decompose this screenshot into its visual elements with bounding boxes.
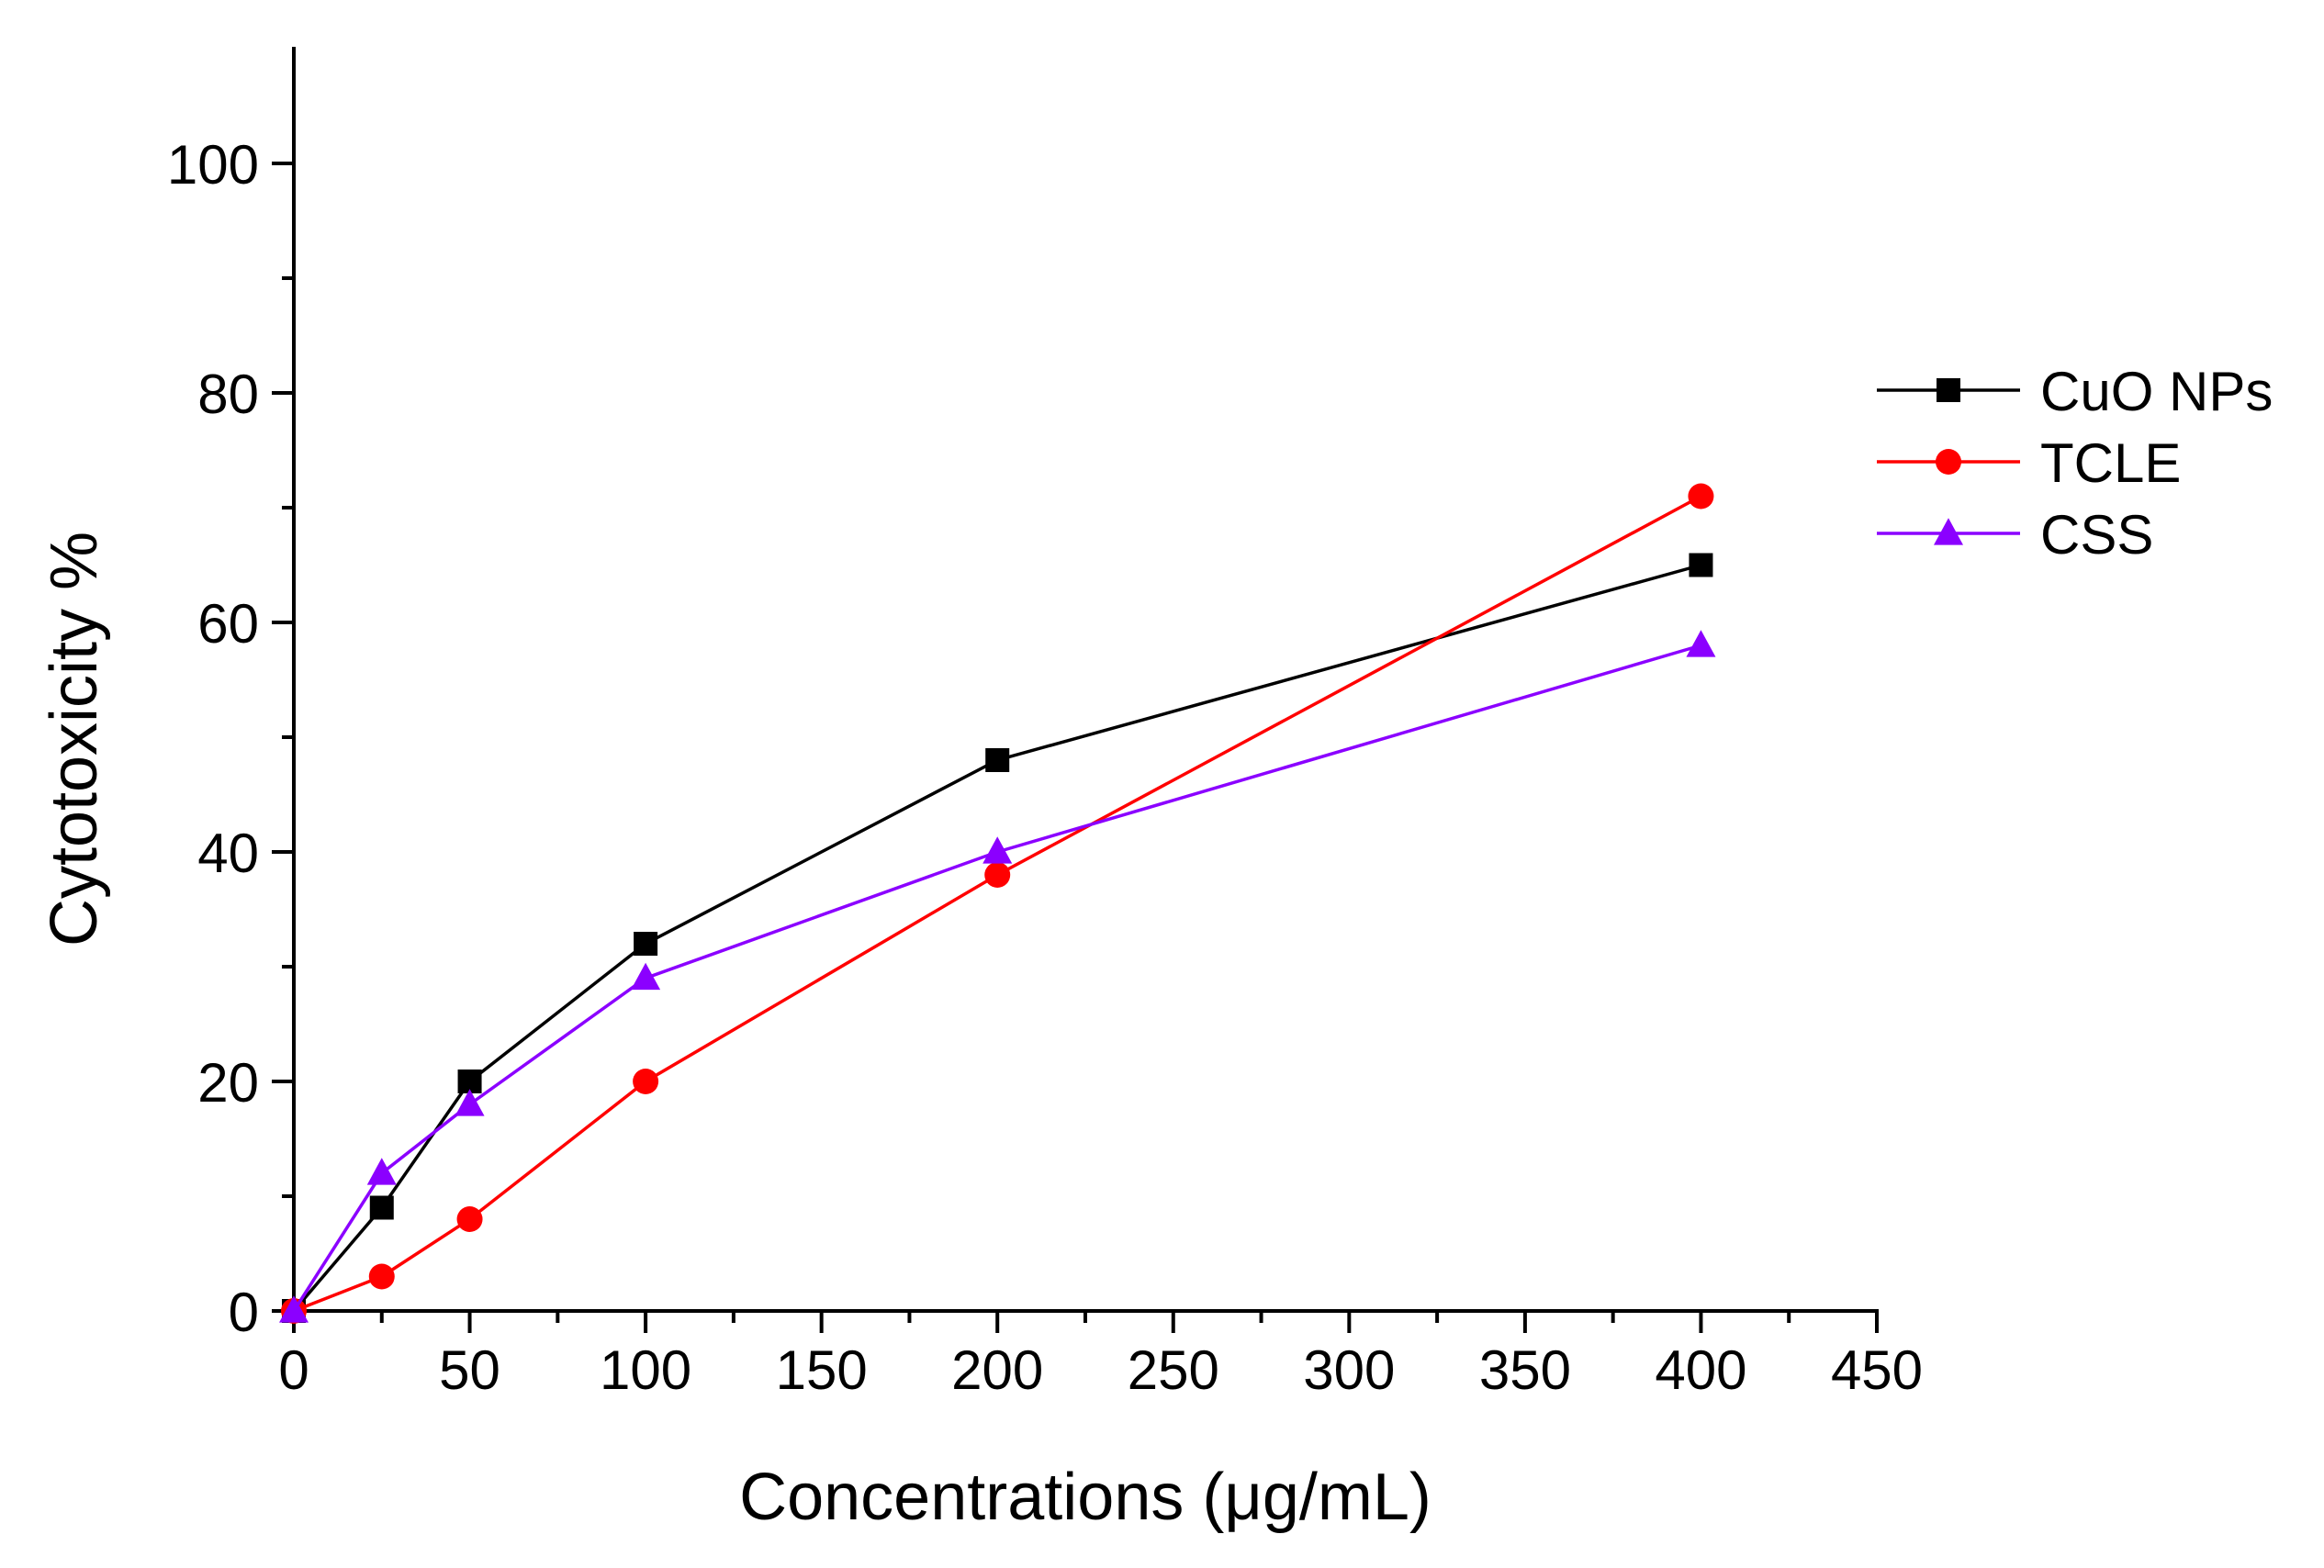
legend-label-cuo-nps: CuO NPs [2040, 361, 2273, 422]
y-tick-label: 0 [229, 1282, 259, 1343]
data-point-tcle [456, 1206, 483, 1232]
data-point-cuo-nps [634, 932, 658, 956]
x-tick-label: 0 [278, 1339, 309, 1401]
y-tick-label: 40 [197, 823, 259, 884]
legend-item-css: CSS [1877, 504, 2153, 566]
series-tcle [281, 483, 1714, 1324]
x-tick-label: 350 [1479, 1339, 1571, 1401]
x-tick-label: 250 [1128, 1339, 1219, 1401]
x-tick-label: 450 [1831, 1339, 1923, 1401]
data-point-css [1686, 630, 1716, 657]
data-point-cuo-nps [985, 748, 1010, 772]
y-tick-label: 60 [197, 593, 259, 655]
series-css [279, 630, 1716, 1323]
x-tick-label: 400 [1655, 1339, 1746, 1401]
data-point-tcle [633, 1069, 659, 1094]
x-tick-label: 300 [1303, 1339, 1395, 1401]
data-point-css [982, 836, 1013, 864]
data-point-css [631, 962, 661, 991]
x-axis-label: Concentrations (μg/mL) [739, 1461, 1431, 1534]
data-point-tcle [1688, 483, 1714, 510]
data-point-tcle [984, 862, 1011, 888]
legend-marker-tcle [1936, 449, 1961, 475]
legend-marker-css [1934, 518, 1963, 545]
y-axis-label: Cytotoxicity % [38, 532, 111, 946]
y-tick-label: 80 [197, 364, 259, 425]
y-tick-label: 100 [167, 134, 259, 196]
x-tick-label: 150 [776, 1339, 868, 1401]
y-tick-label: 20 [197, 1052, 259, 1114]
x-axis-ticks: 0 50 100 150 200 250 300 350 400 450 [278, 1311, 1923, 1401]
legend-item-tcle: TCLE [1877, 432, 2181, 494]
y-axis-ticks: 0 20 40 60 80 100 [167, 134, 294, 1343]
x-tick-label: 200 [951, 1339, 1043, 1401]
legend-label-css: CSS [2040, 504, 2153, 566]
series-line-css [292, 644, 1701, 1312]
data-point-cuo-nps [1689, 553, 1713, 577]
series-cuo-nps [282, 553, 1713, 1323]
legend-marker-cuo-nps [1937, 378, 1960, 402]
data-point-cuo-nps [369, 1195, 394, 1220]
legend: CuO NPs TCLE CSS [1877, 361, 2273, 566]
data-point-css [366, 1158, 397, 1185]
series-line-cuo-nps [292, 563, 1701, 1313]
legend-item-cuo-nps: CuO NPs [1877, 361, 2273, 422]
series-layer [279, 483, 1716, 1324]
x-tick-label: 100 [600, 1339, 691, 1401]
legend-label-tcle: TCLE [2040, 432, 2181, 494]
data-point-css [455, 1089, 485, 1116]
data-point-tcle [368, 1263, 395, 1290]
axes [292, 47, 1879, 1313]
series-line-tcle [293, 494, 1702, 1313]
data-point-css [279, 1295, 309, 1323]
x-tick-label: 50 [439, 1339, 500, 1401]
